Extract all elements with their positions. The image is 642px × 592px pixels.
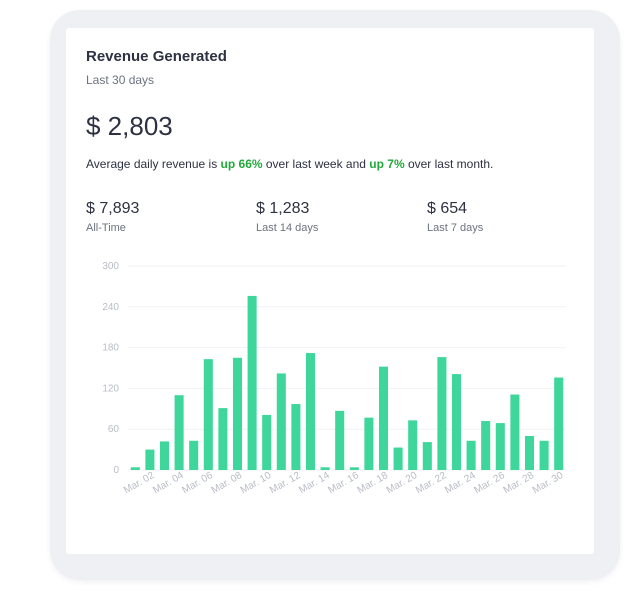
- card-subtitle: Last 30 days: [86, 73, 155, 87]
- bar-mar-07[interactable]: [218, 408, 228, 470]
- summary-prefix: Average daily revenue is: [86, 157, 221, 171]
- stat-label: All-Time: [86, 222, 126, 234]
- summary-suffix: over last month.: [404, 157, 494, 171]
- revenue-summary: Average daily revenue is up 66% over las…: [86, 157, 493, 171]
- bar-mar-22[interactable]: [437, 357, 447, 470]
- y-tick-label: 120: [102, 383, 119, 394]
- week-change: up 66%: [220, 157, 263, 171]
- x-tick-label: Mar. 10: [239, 470, 274, 496]
- bar-mar-29[interactable]: [539, 440, 549, 470]
- stat-value: $ 654: [427, 200, 468, 217]
- stat-label: Last 7 days: [427, 222, 484, 234]
- stat-all-time: $ 7,893 All-Time: [86, 200, 139, 234]
- bar-mar-17[interactable]: [364, 417, 374, 470]
- y-tick-label: 0: [113, 465, 119, 476]
- stat-value: $ 1,283: [256, 200, 310, 217]
- x-tick-label: Mar. 16: [326, 470, 361, 496]
- bar-mar-15[interactable]: [335, 410, 345, 470]
- x-tick-label: Mar. 02: [122, 470, 157, 496]
- x-tick-label: Mar. 20: [385, 470, 420, 496]
- bar-mar-03[interactable]: [159, 441, 170, 470]
- bar-mar-28[interactable]: [524, 436, 535, 470]
- x-tick-label: Mar. 06: [180, 470, 215, 496]
- bar-mar-25[interactable]: [481, 421, 491, 470]
- bar-mar-23[interactable]: [451, 374, 462, 470]
- bar-mar-04[interactable]: [174, 395, 184, 470]
- bar-mar-13[interactable]: [305, 353, 316, 470]
- bar-mar-21[interactable]: [422, 442, 432, 470]
- x-tick-label: Mar. 26: [472, 470, 507, 496]
- bar-mar-18[interactable]: [378, 366, 389, 470]
- x-tick-label: Mar. 24: [443, 470, 478, 496]
- bar-mar-09[interactable]: [247, 295, 257, 470]
- total-revenue: $ 2,803: [86, 111, 173, 141]
- x-tick-label: Mar. 30: [531, 470, 566, 496]
- month-change: up 7%: [369, 157, 405, 171]
- bar-mar-10[interactable]: [262, 414, 272, 470]
- y-tick-label: 300: [102, 261, 119, 272]
- bar-mar-14[interactable]: [320, 467, 330, 470]
- bar-mar-16[interactable]: [349, 467, 359, 470]
- x-tick-label: Mar. 04: [151, 470, 186, 496]
- x-tick-label: Mar. 14: [297, 470, 332, 496]
- bar-mar-24[interactable]: [466, 440, 476, 470]
- bar-mar-06[interactable]: [203, 359, 213, 470]
- bar-mar-12[interactable]: [291, 404, 301, 470]
- stat-last-7-days: $ 654 Last 7 days: [427, 200, 483, 234]
- summary-middle: over last week and: [262, 157, 370, 171]
- stat-last-14-days: $ 1,283 Last 14 days: [256, 200, 318, 234]
- bar-mar-26[interactable]: [495, 423, 505, 470]
- bar-mar-01[interactable]: [130, 467, 140, 470]
- bar-mar-05[interactable]: [189, 440, 199, 470]
- x-tick-label: Mar. 12: [268, 470, 303, 496]
- bar-mar-19[interactable]: [393, 447, 403, 470]
- x-tick-label: Mar. 08: [210, 470, 245, 496]
- bar-mar-27[interactable]: [510, 394, 520, 470]
- bar-mar-30[interactable]: [554, 377, 564, 470]
- x-tick-label: Mar. 22: [414, 470, 449, 496]
- bar-mar-02[interactable]: [145, 449, 155, 470]
- bar-mar-08[interactable]: [232, 357, 243, 470]
- bar-mar-11[interactable]: [276, 373, 286, 470]
- card-title: Revenue Generated: [86, 48, 227, 65]
- stat-value: $ 7,893: [86, 200, 140, 217]
- y-tick-label: 240: [102, 302, 119, 313]
- x-tick-label: Mar. 28: [502, 470, 537, 496]
- revenue-card: Revenue Generated Last 30 days $ 2,803 A…: [66, 28, 594, 554]
- y-tick-label: 180: [102, 343, 119, 354]
- stat-label: Last 14 days: [256, 222, 319, 234]
- y-tick-label: 60: [108, 424, 120, 435]
- bar-mar-20[interactable]: [408, 420, 418, 470]
- x-tick-label: Mar. 18: [356, 470, 391, 496]
